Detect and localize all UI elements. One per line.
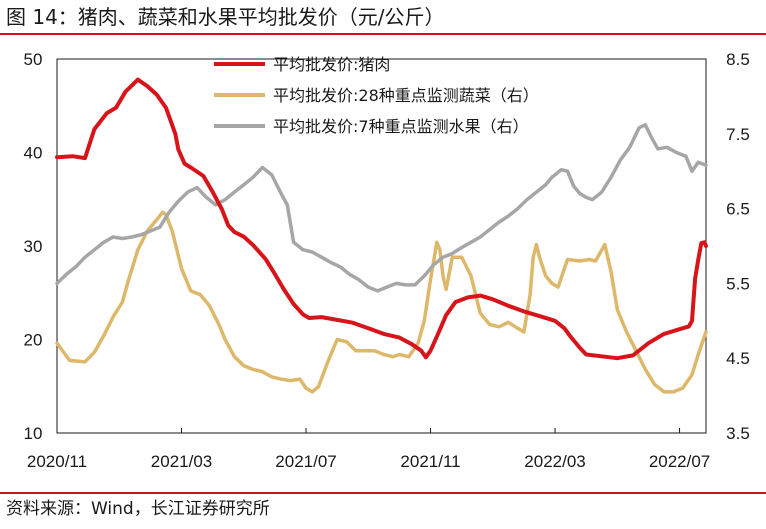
x-tick-label: 2022/03	[524, 452, 585, 471]
left-tick-label: 50	[24, 50, 43, 69]
x-tick-label: 2021/03	[151, 452, 212, 471]
x-tick-label: 2020/11	[27, 452, 87, 471]
right-tick-label: 5.5	[726, 274, 750, 293]
pork-line	[55, 77, 708, 361]
right-tick-label: 3.5	[726, 424, 750, 443]
right-tick-label: 8.5	[726, 50, 750, 69]
x-axis: 2020/11 2021/03 2021/07 2021/11 2022/03 2022/…	[27, 428, 710, 471]
fruits-line	[55, 123, 708, 293]
vegetables-line	[55, 210, 708, 394]
left-tick-label: 30	[24, 237, 43, 256]
left-axis: 10 20 30 40 50	[24, 50, 43, 443]
left-tick-label: 10	[24, 424, 43, 443]
right-axis: 3.5 4.5 5.5 6.5 7.5 8.5	[726, 50, 750, 443]
series-layer	[55, 77, 708, 394]
title-rule	[0, 33, 766, 35]
right-tick-label: 6.5	[726, 200, 750, 219]
chart-title: 图 14：猪肉、蔬菜和水果平均批发价（元/公斤）	[6, 5, 445, 29]
x-tick-label: 2022/07	[649, 452, 710, 471]
left-tick-label: 20	[24, 331, 43, 350]
plot-area-border	[56, 58, 707, 434]
right-tick-label: 4.5	[726, 349, 750, 368]
left-tick-label: 40	[24, 144, 43, 163]
source-note: 资料来源：Wind，长江证券研究所	[6, 499, 270, 519]
x-tick-label: 2021/11	[400, 452, 460, 471]
legend-pork-label: 平均批发价:猪肉	[273, 55, 390, 74]
right-tick-label: 7.5	[726, 125, 750, 144]
x-tick-label: 2021/07	[275, 452, 336, 471]
legend-vegetables-label: 平均批发价:28种重点监测蔬菜（右）	[273, 86, 539, 105]
legend-fruits-label: 平均批发价:7种重点监测水果（右）	[273, 117, 529, 136]
source-rule	[0, 492, 766, 494]
